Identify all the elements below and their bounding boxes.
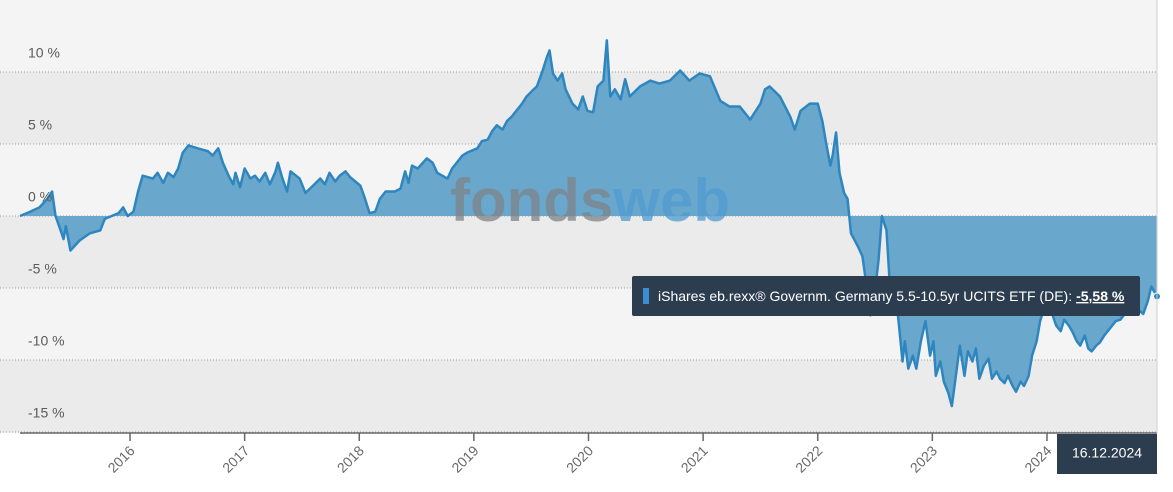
tooltip-label: iShares eb.rexx® Governm. Germany 5.5-10… <box>658 288 1072 304</box>
tooltip-value: -5,58 % <box>1076 288 1125 304</box>
tooltip-box <box>632 276 1140 316</box>
x-crosshair-label: 16.12.2024 <box>1072 445 1142 461</box>
overlay: iShares eb.rexx® Governm. Germany 5.5-10… <box>632 276 1157 474</box>
y-tick-label: -5 % <box>28 261 57 277</box>
y-tick-label: 5 % <box>28 117 52 133</box>
tooltip-text: iShares eb.rexx® Governm. Germany 5.5-10… <box>658 288 1125 304</box>
y-tick-label: -10 % <box>28 333 65 349</box>
x-crosshair-box <box>1057 434 1157 474</box>
watermark: fondsweb <box>450 167 730 234</box>
area-line <box>19 39 1159 408</box>
area-fill <box>20 40 1157 407</box>
y-tick-label: 10 % <box>28 45 60 61</box>
y-tick-label: -15 % <box>28 405 65 421</box>
watermark-part: fonds <box>450 167 613 234</box>
watermark-part: web <box>612 167 730 234</box>
y-tick-label: 0 % <box>28 189 52 205</box>
tooltip-swatch <box>643 288 649 304</box>
